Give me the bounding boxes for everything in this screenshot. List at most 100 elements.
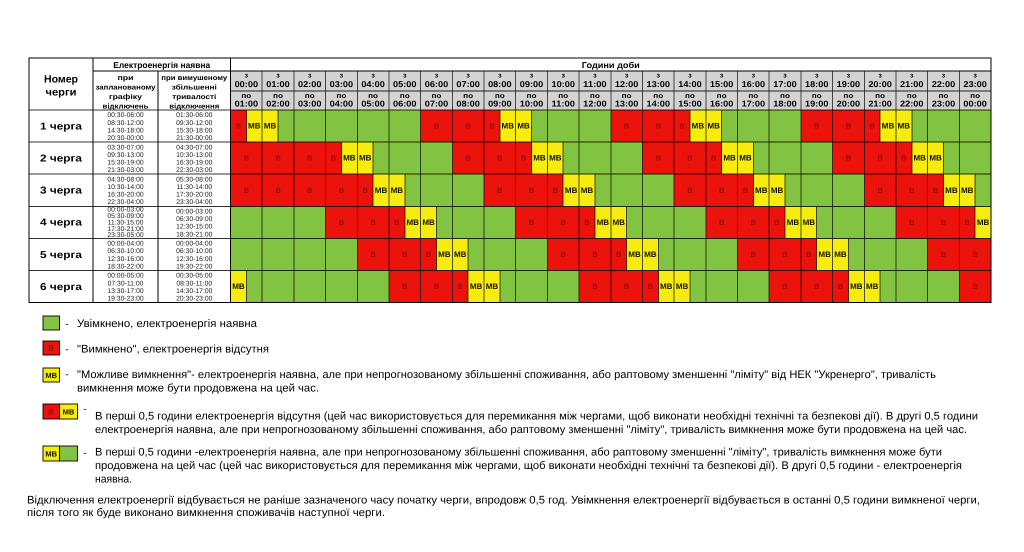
svg-text:МВ: МВ [581,186,594,195]
svg-text:МВ: МВ [612,218,625,227]
svg-text:В: В [719,218,725,227]
svg-text:з: з [657,73,661,80]
svg-text:по: по [273,93,283,100]
svg-text:13:00: 13:00 [647,79,671,89]
svg-text:20:30-00:00: 20:30-00:00 [107,135,144,142]
svg-text:В: В [561,250,567,259]
svg-text:при: при [118,75,134,82]
svg-text:В перші 0,5 години електроенер: В перші 0,5 години електроенергія відсут… [95,411,978,423]
svg-text:В: В [679,122,685,131]
svg-text:з: з [625,73,629,80]
svg-text:В: В [48,344,54,353]
svg-text:15:30-18:00: 15:30-18:00 [176,127,213,134]
svg-text:08:00: 08:00 [488,79,512,89]
svg-text:по: по [305,93,315,100]
svg-text:18:00: 18:00 [773,99,797,109]
svg-text:23:00: 23:00 [932,99,956,109]
svg-text:В: В [972,250,978,259]
svg-text:з: з [276,73,280,80]
svg-text:В: В [402,250,408,259]
svg-text:06:00: 06:00 [393,99,417,109]
svg-text:17:00: 17:00 [773,79,797,89]
svg-text:В: В [933,186,939,195]
svg-text:05:30-09:00: 05:30-09:00 [107,213,144,220]
svg-text:МВ: МВ [787,218,800,227]
svg-text:з: з [942,73,946,80]
svg-text:вимкнення може бути продовжена: вимкнення може бути продовжена на цей ча… [77,382,319,394]
svg-text:1 черга: 1 черга [40,121,83,132]
svg-text:В: В [656,154,662,163]
svg-text:МВ: МВ [723,154,736,163]
svg-text:В перші 0,5 години -електроене: В перші 0,5 години -електроенергія наявн… [95,447,942,459]
svg-text:В: В [846,154,852,163]
svg-text:07:30-11:00: 07:30-11:00 [108,280,144,287]
svg-text:06:30-10:00: 06:30-10:00 [107,248,144,255]
svg-text:21:00: 21:00 [868,99,892,109]
svg-text:по: по [590,93,600,100]
svg-text:04:30-07:00: 04:30-07:00 [176,144,213,151]
svg-text:В: В [339,218,345,227]
svg-text:В: В [751,250,757,259]
svg-text:з: з [561,73,565,80]
svg-text:з: з [498,73,502,80]
svg-text:з: з [910,73,914,80]
svg-text:МВ: МВ [739,154,752,163]
svg-text:11:00: 11:00 [583,79,607,89]
svg-text:22:00: 22:00 [900,99,924,109]
svg-text:"Можливе вимкнення"- електроен: "Можливе вимкнення"- електроенергія наяв… [77,369,936,381]
svg-text:04:00: 04:00 [361,79,385,89]
svg-text:В: В [941,250,947,259]
svg-text:23:30-04:00: 23:30-04:00 [176,199,213,206]
svg-text:22:30-04:00: 22:30-04:00 [107,199,144,206]
svg-text:по: по [875,93,885,100]
svg-text:В: В [402,282,408,291]
svg-text:В: В [869,122,875,131]
svg-text:23:00: 23:00 [963,79,987,89]
svg-text:-: - [83,404,86,415]
svg-text:15:00: 15:00 [710,79,734,89]
svg-text:17:00: 17:00 [742,99,766,109]
svg-text:05:30-08:00: 05:30-08:00 [176,176,213,183]
svg-text:В: В [331,154,337,163]
svg-text:01:30-06:00: 01:30-06:00 [176,112,213,119]
svg-text:В: В [529,218,535,227]
svg-text:В: В [370,250,376,259]
svg-text:В: В [782,250,788,259]
svg-text:з: з [466,73,470,80]
svg-text:В: В [751,218,757,227]
svg-text:В: В [687,186,693,195]
svg-text:по: по [368,93,378,100]
svg-text:МВ: МВ [63,408,75,417]
svg-text:6 черга: 6 черга [40,282,83,293]
svg-text:2 черга: 2 черга [40,154,83,165]
svg-text:18:30-22:00: 18:30-22:00 [107,263,144,270]
svg-text:14:30-17:00: 14:30-17:00 [176,288,213,295]
svg-text:В: В [275,186,281,195]
svg-text:В: В [236,122,242,131]
svg-text:13:00: 13:00 [615,99,639,109]
svg-text:МВ: МВ [232,282,245,291]
svg-text:07:00: 07:00 [425,99,449,109]
svg-text:11:00: 11:00 [551,99,575,109]
svg-text:по: по [938,93,948,100]
svg-text:МВ: МВ [898,122,911,131]
svg-text:МВ: МВ [438,250,451,259]
svg-text:по: по [241,93,251,100]
svg-text:19:00: 19:00 [805,99,829,109]
svg-text:по: по [463,93,473,100]
svg-text:з: з [308,73,312,80]
svg-text:В: В [909,186,915,195]
svg-text:В: В [719,186,725,195]
svg-text:МВ: МВ [549,154,562,163]
svg-text:по: по [780,93,790,100]
svg-text:МВ: МВ [803,218,816,227]
svg-text:МВ: МВ [375,186,388,195]
svg-text:"Вимкнено", електроенергія від: "Вимкнено", електроенергія відсутня [77,344,269,356]
svg-text:по: по [748,93,758,100]
svg-text:В: В [339,186,345,195]
svg-text:з: з [435,73,439,80]
svg-text:В: В [782,282,788,291]
svg-text:09:00: 09:00 [488,99,512,109]
svg-text:В: В [814,282,820,291]
svg-text:16:30-20:00: 16:30-20:00 [107,192,144,199]
